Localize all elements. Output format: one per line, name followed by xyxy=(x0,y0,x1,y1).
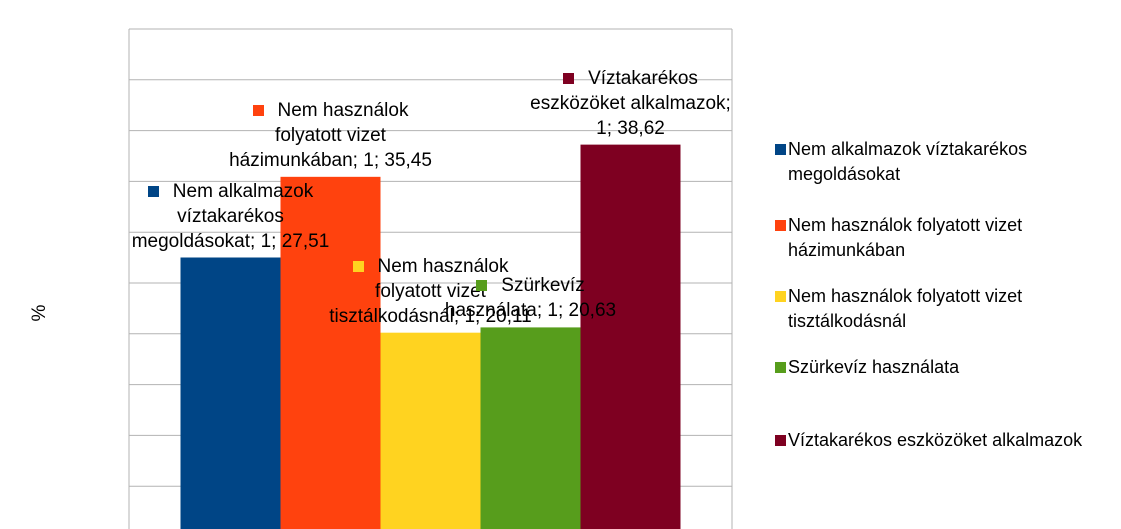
legend-swatch xyxy=(775,435,786,446)
series-name: Szürkevíz használata xyxy=(444,275,585,322)
data-label-marker xyxy=(352,260,364,272)
legend-item: Nem alkalmazok víztakarékos megoldásokat xyxy=(775,137,1121,187)
legend-swatch xyxy=(775,291,786,302)
series-name: Nem alkalmazok víztakarékos megoldásokat xyxy=(131,180,314,252)
legend-label: Nem használok folyatott vizet házimunkáb… xyxy=(788,215,1023,260)
data-label: Nem használok folyatott vizet házimunkáb… xyxy=(229,99,432,171)
legend-item: Víztakarékos eszközöket alkalmazok xyxy=(775,428,1121,453)
bar xyxy=(480,327,581,529)
legend-label: Nem alkalmazok víztakarékos megoldásokat xyxy=(788,139,1028,184)
data-label: Nem használok folyatott vizet tisztálkod… xyxy=(329,255,532,327)
y-axis-label: % xyxy=(29,304,50,321)
bar xyxy=(280,176,381,529)
bar xyxy=(180,257,281,529)
data-label-marker xyxy=(476,280,488,292)
value-label: 27,51 xyxy=(281,230,330,252)
series-name: Víztakarékos eszközöket alkalmazok xyxy=(530,67,726,114)
legend-label: Nem használok folyatott vizet tisztálkod… xyxy=(788,286,1023,331)
data-label: Nem alkalmazok víztakarékos megoldásokat… xyxy=(131,180,330,252)
series-name: Nem használok folyatott vizet házimunkáb… xyxy=(229,99,409,171)
series-name: Nem használok folyatott vizet tisztálkod… xyxy=(329,255,509,327)
data-label: Szürkevíz használata; 1; 20,63 xyxy=(444,275,617,322)
bar xyxy=(580,144,681,529)
legend-label: Víztakarékos eszközöket alkalmazok xyxy=(788,430,1083,450)
legend-item: Szürkevíz használata xyxy=(775,355,1121,380)
bar xyxy=(380,332,481,529)
data-label-marker xyxy=(147,185,159,197)
value-label: 20,11 xyxy=(485,305,532,327)
legend-item: Nem használok folyatott vizet tisztálkod… xyxy=(775,284,1121,334)
data-label-marker xyxy=(252,104,264,116)
category: 1 xyxy=(464,305,476,327)
category: 1 xyxy=(596,117,607,139)
category: 1 xyxy=(547,300,558,322)
legend-swatch xyxy=(775,220,786,231)
data-label-marker xyxy=(563,72,575,84)
category: 1 xyxy=(363,149,374,171)
value-label: 35,45 xyxy=(384,149,432,171)
legend-item: Nem használok folyatott vizet házimunkáb… xyxy=(775,213,1121,263)
value-label: 38,62 xyxy=(617,117,665,139)
legend-swatch xyxy=(775,362,786,373)
legend-swatch xyxy=(775,144,786,155)
value-label: 20,63 xyxy=(568,300,617,322)
legend-label: Szürkevíz használata xyxy=(788,357,960,377)
category: 1 xyxy=(260,230,272,252)
data-label: Víztakarékos eszközöket alkalmazok; 1; 3… xyxy=(530,67,731,139)
